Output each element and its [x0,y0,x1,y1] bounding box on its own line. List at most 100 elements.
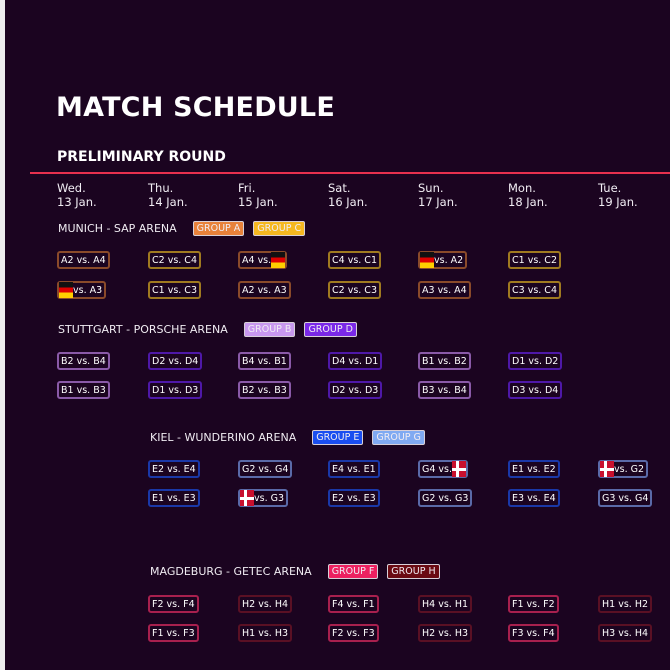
match-label: F1 vs. F3 [152,627,195,639]
match-box[interactable]: C2 vs. C4 [148,251,201,269]
venue-header: STUTTGART - PORSCHE ARENA GROUP B GROUP D [58,322,366,337]
match-label: F1 vs. F2 [512,598,555,610]
match-label: C3 vs. C4 [512,284,557,296]
match-box[interactable]: D1 vs. D2 [508,352,563,370]
day-header: Sun. 17 Jan. [418,181,458,209]
match-box[interactable]: F1 vs. F3 [148,624,199,642]
match-label: E3 vs. E4 [512,492,556,504]
match-box[interactable]: A4 vs. [238,251,288,269]
match-box[interactable]: F2 vs. F3 [328,624,379,642]
match-label: F3 vs. F4 [512,627,555,639]
match-box[interactable]: F3 vs. F4 [508,624,559,642]
venue-header: MUNICH - SAP ARENA GROUP A GROUP C [58,221,314,236]
match-label: G2 vs. G4 [242,463,289,475]
venue-name: MAGDEBURG - GETEC ARENA [150,565,312,578]
match-label: B1 vs. B3 [61,384,106,396]
match-box[interactable]: H3 vs. H4 [598,624,653,642]
match-box[interactable]: B3 vs. B4 [418,381,471,399]
venue-header: MAGDEBURG - GETEC ARENA GROUP F GROUP H [150,564,449,579]
match-label: H1 vs. H2 [602,598,649,610]
match-label: C1 vs. C2 [512,254,557,266]
match-label: A2 vs. A4 [61,254,106,266]
match-box[interactable]: H2 vs. H4 [238,595,293,613]
match-box[interactable]: F1 vs. F2 [508,595,559,613]
match-box[interactable]: D2 vs. D4 [148,352,203,370]
match-label: F4 vs. F1 [332,598,375,610]
match-label: C4 vs. C1 [332,254,377,266]
match-box[interactable]: G4 vs. [418,460,469,478]
group-badge: GROUP A [192,221,245,236]
group-badge: GROUP H [387,564,440,579]
match-box[interactable]: E1 vs. E3 [148,489,200,507]
match-box[interactable]: D3 vs. D4 [508,381,563,399]
match-box[interactable]: H4 vs. H1 [418,595,473,613]
match-label: C2 vs. C4 [152,254,197,266]
date: 16 Jan. [328,195,368,209]
date: 18 Jan. [508,195,548,209]
match-box[interactable]: B1 vs. B3 [57,381,110,399]
denmark-flag-icon [600,461,614,477]
match-label: D1 vs. D2 [512,355,559,367]
match-box[interactable]: G2 vs. G3 [418,489,473,507]
match-box[interactable]: G3 vs. G4 [598,489,653,507]
germany-flag-icon [420,252,434,268]
match-label: D1 vs. D3 [152,384,199,396]
match-label: B3 vs. B4 [422,384,467,396]
germany-flag-icon [271,252,286,268]
match-box[interactable]: C1 vs. C2 [508,251,561,269]
match-label: E1 vs. E3 [152,492,196,504]
match-box[interactable]: A2 vs. A4 [57,251,110,269]
match-box[interactable]: B1 vs. B2 [418,352,471,370]
match-box[interactable]: G2 vs. G4 [238,460,293,478]
match-box[interactable]: H2 vs. H3 [418,624,473,642]
match-box[interactable]: vs. A2 [418,251,468,269]
day-header: Tue. 19 Jan. [598,181,638,209]
match-box[interactable]: A3 vs. A4 [418,281,471,299]
match-box[interactable]: E2 vs. E3 [328,489,380,507]
match-box[interactable]: H1 vs. H2 [598,595,653,613]
match-label: B4 vs. B1 [242,355,287,367]
match-box[interactable]: vs. A3 [57,281,107,299]
date: 17 Jan. [418,195,458,209]
group-badge: GROUP G [372,430,425,445]
match-box[interactable]: F4 vs. F1 [328,595,379,613]
match-box[interactable]: D2 vs. D3 [328,381,383,399]
match-box[interactable]: H1 vs. H3 [238,624,293,642]
match-box[interactable]: D4 vs. D1 [328,352,383,370]
match-box[interactable]: A2 vs. A3 [238,281,291,299]
match-label: H2 vs. H3 [422,627,469,639]
match-label: E2 vs. E3 [332,492,376,504]
venue-header: KIEL - WUNDERINO ARENA GROUP E GROUP G [150,430,434,445]
match-box[interactable]: C3 vs. C4 [508,281,561,299]
match-label: D2 vs. D3 [332,384,379,396]
match-box[interactable]: F2 vs. F4 [148,595,199,613]
venue-name: KIEL - WUNDERINO ARENA [150,431,297,444]
match-label: C2 vs. C3 [332,284,377,296]
date: 15 Jan. [238,195,278,209]
match-box[interactable]: D1 vs. D3 [148,381,203,399]
match-box[interactable]: vs. G2 [598,460,649,478]
match-label: F2 vs. F4 [152,598,195,610]
match-box[interactable]: C4 vs. C1 [328,251,381,269]
denmark-flag-icon [240,490,254,506]
group-badge: GROUP F [327,564,379,579]
group-badge: GROUP C [253,221,306,236]
match-box[interactable]: B4 vs. B1 [238,352,291,370]
match-box[interactable]: C1 vs. C3 [148,281,201,299]
day-header: Wed. 13 Jan. [57,181,97,209]
match-box[interactable]: B2 vs. B3 [238,381,291,399]
match-box[interactable]: E2 vs. E4 [148,460,200,478]
match-label: A4 vs. [242,254,272,266]
match-box[interactable]: E3 vs. E4 [508,489,560,507]
divider [30,172,670,174]
group-badge: GROUP E [312,430,364,445]
match-label: B1 vs. B2 [422,355,467,367]
match-box[interactable]: E4 vs. E1 [328,460,380,478]
match-label: H2 vs. H4 [242,598,289,610]
match-box[interactable]: B2 vs. B4 [57,352,110,370]
match-box[interactable]: C2 vs. C3 [328,281,381,299]
match-box[interactable]: E1 vs. E2 [508,460,560,478]
germany-flag-icon [59,282,73,298]
match-box[interactable]: vs. G3 [238,489,289,507]
match-label: vs. G3 [254,492,285,504]
